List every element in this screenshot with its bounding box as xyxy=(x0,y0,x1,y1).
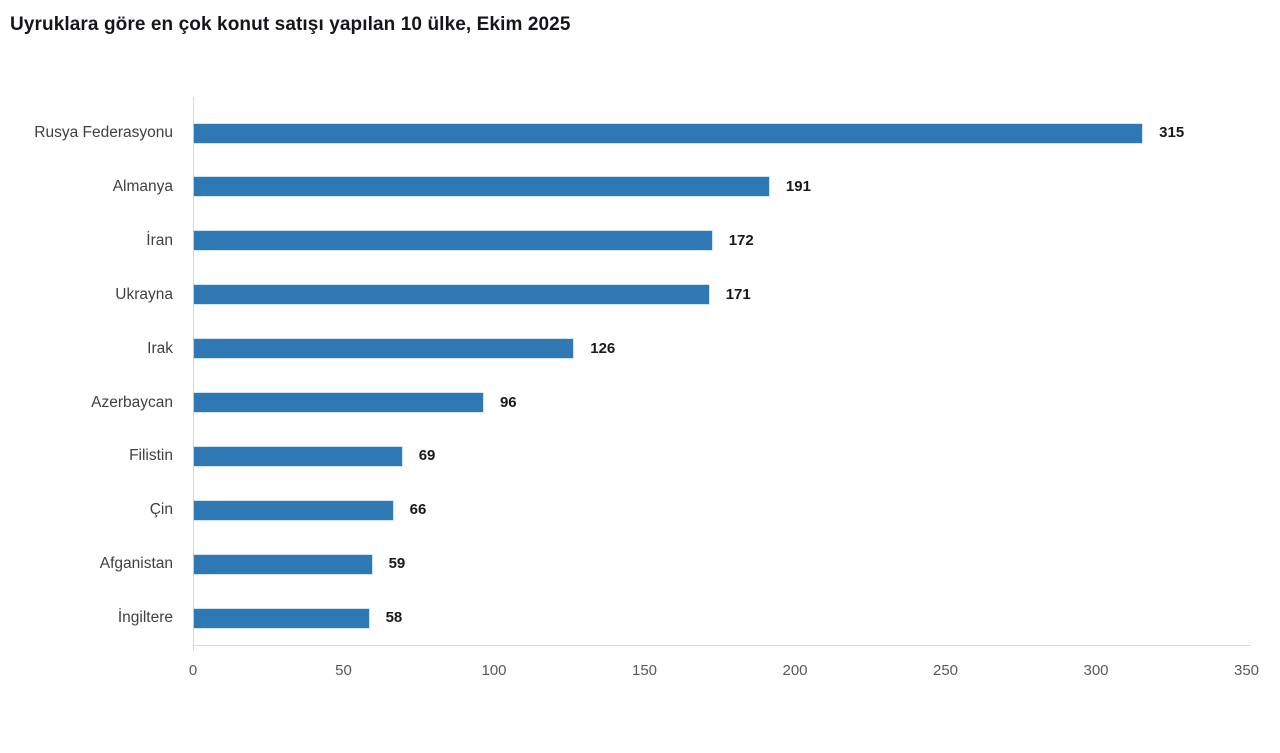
x-tick-label: 250 xyxy=(932,662,959,679)
x-tick-label: 50 xyxy=(335,662,352,679)
category-label: Çin xyxy=(149,501,173,519)
bar xyxy=(194,339,574,359)
category-label: Irak xyxy=(147,339,173,357)
x-axis-zero-tick xyxy=(193,645,194,651)
bar xyxy=(194,500,393,520)
category-label: Filistin xyxy=(129,447,173,465)
category-label: Almanya xyxy=(112,177,173,195)
x-tick-label: 0 xyxy=(188,662,198,679)
category-label: İran xyxy=(146,231,173,249)
x-tick-label: 200 xyxy=(782,662,808,679)
value-label: 172 xyxy=(728,231,754,249)
value-label: 191 xyxy=(785,177,811,195)
bar xyxy=(194,177,769,197)
category-label: Rusya Federasyonu xyxy=(34,124,173,141)
value-label: 171 xyxy=(725,285,751,303)
bar xyxy=(194,285,709,305)
y-axis-line xyxy=(193,97,194,645)
bar xyxy=(194,608,369,628)
value-label: 66 xyxy=(409,501,427,519)
value-label: 315 xyxy=(1159,124,1185,141)
x-tick-label: 300 xyxy=(1083,662,1109,679)
value-label: 126 xyxy=(590,339,616,357)
value-label: 58 xyxy=(385,609,403,627)
category-label: Afganistan xyxy=(99,555,173,573)
value-label: 96 xyxy=(499,393,517,411)
x-tick-label: 100 xyxy=(481,662,507,679)
bar xyxy=(194,446,402,466)
bar xyxy=(194,554,372,574)
value-label: 69 xyxy=(418,447,436,465)
chart-title: Uyruklara göre en çok konut satışı yapıl… xyxy=(10,14,571,35)
bar xyxy=(194,393,483,412)
category-label: Azerbaycan xyxy=(91,393,173,411)
x-tick-label: 150 xyxy=(631,662,658,679)
category-label: İngiltere xyxy=(117,609,173,627)
value-label: 59 xyxy=(388,555,406,573)
x-tick-label: 350 xyxy=(1233,662,1260,679)
bar xyxy=(194,123,1143,143)
bar xyxy=(194,231,712,251)
x-axis-line xyxy=(193,645,1251,646)
category-label: Ukrayna xyxy=(115,285,173,303)
